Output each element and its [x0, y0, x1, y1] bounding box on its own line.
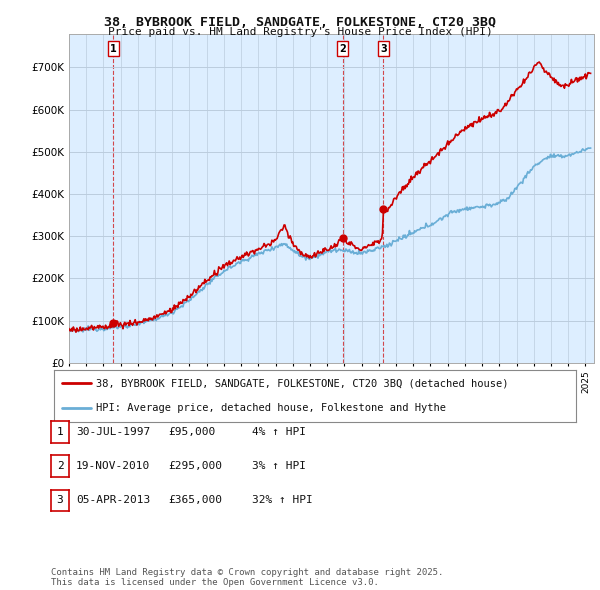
Text: 32% ↑ HPI: 32% ↑ HPI: [252, 496, 313, 505]
Text: 05-APR-2013: 05-APR-2013: [76, 496, 151, 505]
Text: £95,000: £95,000: [168, 427, 215, 437]
Text: 3: 3: [380, 44, 387, 54]
Text: HPI: Average price, detached house, Folkestone and Hythe: HPI: Average price, detached house, Folk…: [96, 404, 446, 414]
Text: 4% ↑ HPI: 4% ↑ HPI: [252, 427, 306, 437]
Text: 1: 1: [56, 427, 64, 437]
Text: 1: 1: [110, 44, 117, 54]
Text: 38, BYBROOK FIELD, SANDGATE, FOLKESTONE, CT20 3BQ: 38, BYBROOK FIELD, SANDGATE, FOLKESTONE,…: [104, 16, 496, 29]
Text: £295,000: £295,000: [168, 461, 222, 471]
Text: Contains HM Land Registry data © Crown copyright and database right 2025.
This d: Contains HM Land Registry data © Crown c…: [51, 568, 443, 587]
Text: 19-NOV-2010: 19-NOV-2010: [76, 461, 151, 471]
Text: 3: 3: [56, 496, 64, 505]
Text: 2: 2: [339, 44, 346, 54]
Text: 30-JUL-1997: 30-JUL-1997: [76, 427, 151, 437]
Text: Price paid vs. HM Land Registry's House Price Index (HPI): Price paid vs. HM Land Registry's House …: [107, 27, 493, 37]
Text: 2: 2: [56, 461, 64, 471]
Text: 3% ↑ HPI: 3% ↑ HPI: [252, 461, 306, 471]
Text: £365,000: £365,000: [168, 496, 222, 505]
Text: 38, BYBROOK FIELD, SANDGATE, FOLKESTONE, CT20 3BQ (detached house): 38, BYBROOK FIELD, SANDGATE, FOLKESTONE,…: [96, 378, 508, 388]
